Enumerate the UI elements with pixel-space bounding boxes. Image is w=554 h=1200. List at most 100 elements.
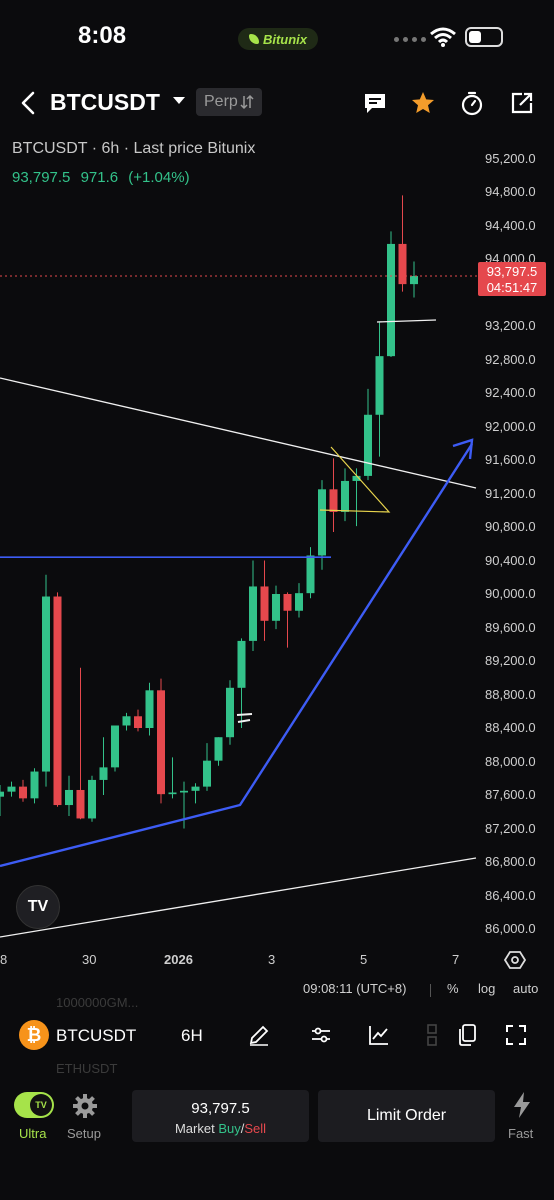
candle-body	[375, 356, 384, 415]
small-marker[interactable]	[236, 713, 253, 716]
tradingview-logo-icon[interactable]: TV	[16, 885, 60, 929]
triangle-pattern[interactable]	[319, 446, 391, 513]
scale-auto-toggle[interactable]: auto	[513, 981, 539, 996]
candle	[249, 560, 257, 651]
ultra-toggle[interactable]: TV	[14, 1092, 54, 1118]
candlestick-chart[interactable]	[0, 140, 554, 970]
market-type-badge[interactable]: Perp	[196, 88, 262, 116]
chart-settings-icon[interactable]	[504, 949, 526, 971]
candle	[352, 468, 361, 527]
candle-body	[398, 243, 407, 285]
price-axis-tick: 86,400.0	[485, 887, 536, 903]
layout-icon[interactable]	[424, 1023, 448, 1047]
arrow-head	[452, 438, 474, 460]
candle	[134, 709, 142, 732]
candle-body	[180, 790, 188, 793]
indicators-icon[interactable]	[309, 1023, 333, 1047]
time-axis-tick: 7	[452, 952, 460, 967]
candle	[122, 712, 131, 731]
chat-icon[interactable]	[362, 90, 388, 116]
share-icon[interactable]	[509, 90, 535, 116]
candle	[99, 737, 108, 795]
candle-body	[203, 760, 211, 787]
limit-order-button[interactable]: Limit Order	[318, 1090, 495, 1142]
candle	[237, 638, 246, 728]
toolbar-symbol[interactable]: BTCUSDT	[56, 1026, 137, 1045]
candle	[19, 779, 27, 802]
scale-percent-toggle[interactable]: %	[447, 981, 459, 996]
candle	[88, 775, 96, 822]
market-order-button[interactable]: 93,797.5 Market Buy/Sell	[132, 1090, 309, 1142]
line-chart-icon[interactable]	[367, 1023, 391, 1047]
candle	[375, 322, 384, 457]
candle-body	[88, 779, 96, 819]
candle-body	[260, 586, 269, 621]
candle	[272, 585, 280, 630]
market-price: 93,797.5	[191, 1100, 250, 1117]
fast-label[interactable]: Fast	[508, 1126, 534, 1141]
trendline-support[interactable]	[0, 857, 477, 938]
trendline-resistance[interactable]	[0, 377, 477, 489]
short-level-line[interactable]	[376, 319, 437, 323]
price-axis-tick: 88,800.0	[485, 686, 536, 702]
fullscreen-icon[interactable]	[504, 1023, 528, 1047]
candle	[410, 261, 418, 298]
candle	[341, 468, 349, 522]
symbol-list-ghost: 1000000GM...	[56, 995, 139, 1010]
back-icon[interactable]	[18, 90, 40, 116]
price-axis-tick: 89,200.0	[485, 653, 536, 668]
price-axis-tick: 93,200.0	[485, 318, 536, 333]
price-axis-tick: 87,200.0	[485, 820, 536, 836]
symbol-selector[interactable]: BTCUSDT	[50, 89, 160, 115]
candle	[203, 743, 211, 791]
price-axis-tick: 92,000.0	[485, 418, 536, 434]
candle-body	[272, 594, 280, 621]
bitcoin-icon: ₿	[19, 1020, 49, 1050]
time-axis-tick: 2026	[164, 952, 193, 967]
projection-path[interactable]	[0, 443, 474, 868]
chevron-down-icon[interactable]	[173, 97, 185, 104]
candle	[306, 547, 315, 599]
candle	[191, 783, 200, 804]
candle	[42, 574, 50, 787]
candle-body	[30, 771, 39, 799]
candle	[329, 458, 338, 533]
candle-body	[99, 767, 108, 780]
chart-legend-price: 93,797.5 971.6 (+1.04%)	[12, 169, 196, 186]
pencil-icon[interactable]	[247, 1023, 271, 1047]
star-icon[interactable]	[410, 90, 436, 116]
scale-log-toggle[interactable]: log	[478, 981, 496, 996]
brand-logo-icon	[248, 34, 259, 44]
candle-body	[191, 786, 200, 791]
candle	[145, 682, 154, 736]
brand-name: Bitunix	[262, 31, 308, 47]
copy-icon[interactable]	[455, 1023, 479, 1047]
candle	[364, 388, 372, 481]
candle	[7, 781, 16, 797]
timer-icon[interactable]	[459, 90, 485, 116]
candle	[226, 680, 234, 745]
price-axis-tick: 88,000.0	[485, 753, 536, 769]
small-marker[interactable]	[237, 719, 251, 723]
candle-body	[53, 596, 62, 806]
price-axis-tick: 90,400.0	[485, 552, 536, 568]
lightning-icon[interactable]	[511, 1091, 533, 1119]
candle	[157, 678, 165, 804]
candle	[214, 737, 223, 766]
candle	[76, 667, 85, 820]
price-change-percent: (+1.04%)	[128, 169, 190, 186]
price-axis-tick: 92,800.0	[485, 351, 536, 367]
candle	[283, 592, 292, 648]
price-change-value: 971.6	[80, 169, 119, 186]
time-axis-tick: 3	[268, 952, 276, 967]
candle-body	[306, 555, 315, 594]
last-price-value: 93,797.5	[12, 169, 71, 186]
candle-body	[387, 243, 395, 357]
candle-body	[226, 687, 234, 738]
gear-icon[interactable]	[72, 1093, 98, 1119]
setup-label[interactable]: Setup	[67, 1126, 101, 1141]
cellular-signal-icon	[394, 37, 426, 42]
candle	[53, 592, 62, 807]
interval-selector[interactable]: 6H	[181, 1026, 203, 1045]
candle-body	[7, 786, 16, 792]
